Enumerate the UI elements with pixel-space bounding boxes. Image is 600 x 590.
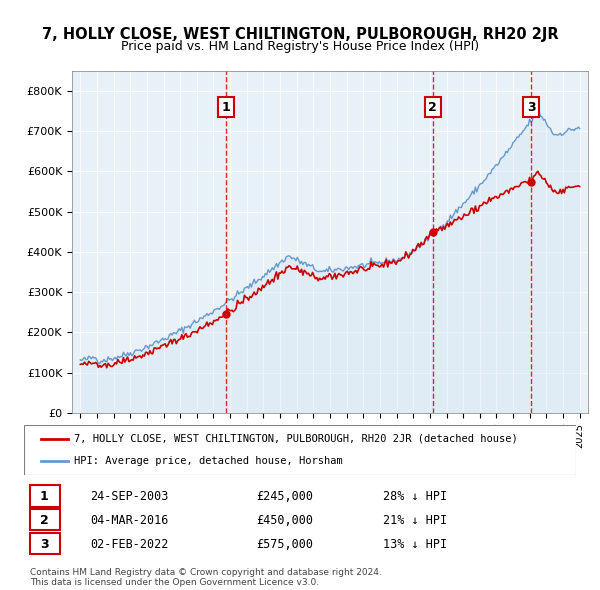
Text: 2: 2	[428, 100, 437, 113]
FancyBboxPatch shape	[24, 425, 576, 475]
Text: £575,000: £575,000	[256, 537, 313, 550]
Text: 3: 3	[527, 100, 536, 113]
FancyBboxPatch shape	[29, 509, 60, 530]
Text: 7, HOLLY CLOSE, WEST CHILTINGTON, PULBOROUGH, RH20 2JR (detached house): 7, HOLLY CLOSE, WEST CHILTINGTON, PULBOR…	[74, 434, 517, 444]
Text: 3: 3	[40, 537, 49, 550]
Text: 1: 1	[221, 100, 230, 113]
FancyBboxPatch shape	[29, 485, 60, 507]
Text: 04-MAR-2016: 04-MAR-2016	[90, 514, 169, 527]
Text: 24-SEP-2003: 24-SEP-2003	[90, 490, 169, 503]
Text: 02-FEB-2022: 02-FEB-2022	[90, 537, 169, 550]
Text: 7, HOLLY CLOSE, WEST CHILTINGTON, PULBOROUGH, RH20 2JR: 7, HOLLY CLOSE, WEST CHILTINGTON, PULBOR…	[41, 27, 559, 41]
Text: Price paid vs. HM Land Registry's House Price Index (HPI): Price paid vs. HM Land Registry's House …	[121, 40, 479, 53]
Text: 2: 2	[40, 514, 49, 527]
Text: This data is licensed under the Open Government Licence v3.0.: This data is licensed under the Open Gov…	[30, 578, 319, 587]
FancyBboxPatch shape	[29, 533, 60, 555]
Text: 21% ↓ HPI: 21% ↓ HPI	[383, 514, 447, 527]
Text: £450,000: £450,000	[256, 514, 313, 527]
Text: 13% ↓ HPI: 13% ↓ HPI	[383, 537, 447, 550]
Text: Contains HM Land Registry data © Crown copyright and database right 2024.: Contains HM Land Registry data © Crown c…	[30, 568, 382, 576]
Text: 28% ↓ HPI: 28% ↓ HPI	[383, 490, 447, 503]
Text: £245,000: £245,000	[256, 490, 313, 503]
Text: 1: 1	[40, 490, 49, 503]
Text: HPI: Average price, detached house, Horsham: HPI: Average price, detached house, Hors…	[74, 456, 343, 466]
